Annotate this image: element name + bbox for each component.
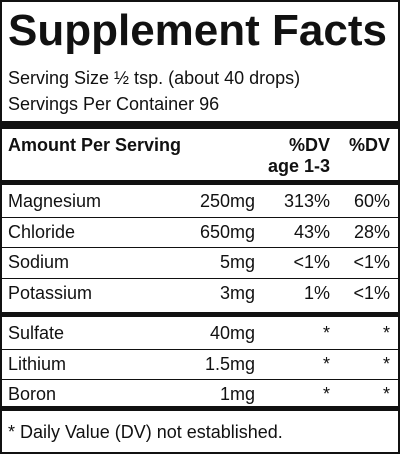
dv: 28% <box>353 221 390 242</box>
dv: * <box>382 323 390 343</box>
dv-child: * <box>322 323 330 343</box>
dv: * <box>382 353 390 374</box>
servings-per-container: Servings Per Container 96 <box>8 94 220 114</box>
dv: <1% <box>353 252 390 272</box>
amount: 3mg <box>219 282 255 303</box>
thick-rule <box>2 312 398 317</box>
nutrient-name: Lithium <box>8 353 67 374</box>
amount: 650mg <box>199 221 255 242</box>
nutrient-name: Sodium <box>8 252 70 272</box>
nutrient-name: Sulfate <box>8 323 65 343</box>
amount: 250mg <box>199 191 255 211</box>
row-rule <box>2 379 398 380</box>
row-rule <box>2 277 398 279</box>
thick-rule <box>2 406 398 411</box>
dv-child: * <box>322 353 330 374</box>
dv: <1% <box>353 282 390 303</box>
dv: 60% <box>353 191 390 211</box>
nutrient-name: Magnesium <box>8 191 102 211</box>
nutrient-name: Chloride <box>8 221 76 242</box>
amount: 40mg <box>209 323 255 343</box>
serving-size: Serving Size ½ tsp. (about 40 drops) <box>8 68 301 88</box>
amount: 1.5mg <box>204 353 255 374</box>
column-header: %DV <box>348 135 390 155</box>
nutrient-name: Potassium <box>8 282 93 303</box>
dv: * <box>382 384 390 404</box>
column-header: Amount Per Serving <box>8 135 182 155</box>
footnote: * Daily Value (DV) not established. <box>8 422 283 442</box>
amount: 1mg <box>219 384 255 404</box>
amount: 5mg <box>219 252 255 272</box>
nutrient-name: Boron <box>8 384 57 404</box>
row-rule <box>2 348 398 350</box>
row-rule <box>2 216 398 218</box>
thick-rule <box>2 121 398 129</box>
thick-rule <box>2 180 398 185</box>
title: Supplement Facts <box>8 6 387 55</box>
column-header: age 1-3 <box>267 156 330 176</box>
row-rule <box>2 247 398 248</box>
dv-child: * <box>322 384 330 404</box>
column-header: %DV <box>288 135 330 155</box>
dv-child: 1% <box>303 282 330 303</box>
dv-child: 313% <box>283 191 330 211</box>
dv-child: 43% <box>293 221 330 242</box>
dv-child: <1% <box>293 252 330 272</box>
